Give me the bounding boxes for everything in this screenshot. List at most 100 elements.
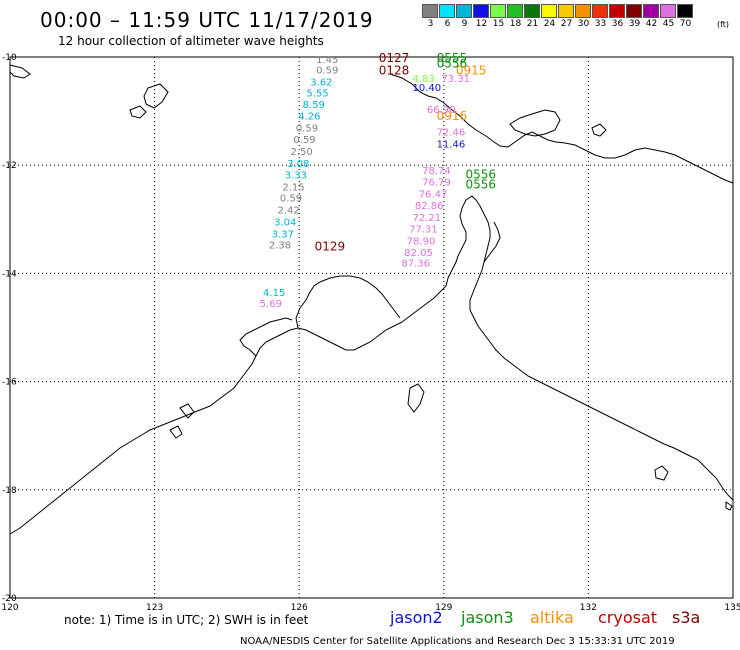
wave-height-value: 3.33 bbox=[285, 170, 307, 181]
wave-height-value: 1.45 bbox=[316, 55, 338, 66]
satellite-altika: altika bbox=[530, 608, 574, 627]
wave-height-value: 10.40 bbox=[412, 83, 441, 94]
legend-bin: 21 bbox=[524, 4, 541, 30]
legend-swatch bbox=[490, 4, 506, 18]
lon-tick-label: 126 bbox=[291, 603, 308, 613]
legend-bin: 15 bbox=[490, 4, 507, 30]
legend-swatch bbox=[439, 4, 455, 18]
legend-label: 36 bbox=[611, 19, 624, 29]
wave-height-value: 4.26 bbox=[298, 111, 320, 122]
wave-height-value: 87.36 bbox=[401, 259, 430, 270]
legend-swatch bbox=[575, 4, 591, 18]
legend-label: 6 bbox=[444, 19, 451, 29]
coastline-western-bays bbox=[239, 317, 293, 357]
legend-bin: 39 bbox=[626, 4, 643, 30]
coastline-timor bbox=[389, 73, 734, 184]
legend-bin: 27 bbox=[558, 4, 575, 30]
lat-tick-label: -20 bbox=[2, 594, 17, 604]
legend-label: 30 bbox=[577, 19, 590, 29]
wave-height-value: 72.21 bbox=[412, 213, 441, 224]
wave-height-value: 73.31 bbox=[441, 74, 470, 85]
legend-swatch bbox=[456, 4, 472, 18]
satellite-cryosat: cryosat bbox=[598, 608, 658, 627]
coastline-australia bbox=[9, 195, 734, 535]
legend-label: 3 bbox=[427, 19, 434, 29]
legend-bin: 3 bbox=[422, 4, 439, 30]
legend-bin: 70 bbox=[677, 4, 694, 30]
legend-label: 27 bbox=[560, 19, 573, 29]
wave-height-labels: 1.450.593.625.558.594.260.590.592.503.08… bbox=[260, 51, 496, 310]
wave-height-value: 4.83 bbox=[412, 74, 434, 85]
legend-label: 15 bbox=[492, 19, 505, 29]
pass-time-label: 0556 bbox=[465, 178, 496, 192]
pass-time-label: 0915 bbox=[456, 64, 487, 78]
legend-label: 39 bbox=[628, 19, 641, 29]
lon-tick-label: 135 bbox=[724, 603, 740, 613]
legend-label: 24 bbox=[543, 19, 556, 29]
legend-swatch bbox=[609, 4, 625, 18]
coastline-kimberley-bays bbox=[295, 275, 401, 329]
wave-height-value: 76.79 bbox=[422, 177, 451, 188]
wave-height-value: 3.37 bbox=[272, 229, 294, 240]
legend-label: 70 bbox=[679, 19, 692, 29]
wave-height-value: 3.08 bbox=[287, 159, 309, 170]
pass-time-label: 0556 bbox=[465, 167, 496, 181]
legend-label: 9 bbox=[461, 19, 468, 29]
map-title: 00:00 – 11:59 UTC 11/17/2019 bbox=[40, 8, 374, 32]
lat-tick-label: -18 bbox=[2, 486, 17, 496]
pass-time-label: 0555 bbox=[437, 51, 468, 65]
legend-label: 12 bbox=[475, 19, 488, 29]
legend-bin: 9 bbox=[456, 4, 473, 30]
legend-bin: 42 bbox=[643, 4, 660, 30]
lat-tick-label: -16 bbox=[2, 378, 17, 388]
legend-swatch bbox=[507, 4, 523, 18]
legend-swatch bbox=[524, 4, 540, 18]
legend-swatch bbox=[422, 4, 438, 18]
satellite-jason2: jason2 bbox=[390, 608, 443, 627]
wave-height-value: 76.47 bbox=[419, 189, 448, 200]
color-legend: 3 6 9 12 15 18 21 24 27 30 33 36 39 42 45 70 bbox=[422, 4, 694, 30]
wave-height-value: 11.46 bbox=[437, 140, 466, 151]
wave-height-value: 2.15 bbox=[282, 182, 304, 193]
pass-time-label: 0127 bbox=[379, 51, 410, 65]
footer-credit: NOAA/NESDIS Center for Satellite Applica… bbox=[240, 636, 675, 647]
wave-height-value: 8.59 bbox=[303, 100, 325, 111]
legend-bin: 12 bbox=[473, 4, 490, 30]
legend-swatch bbox=[473, 4, 489, 18]
lat-tick-label: -10 bbox=[2, 53, 17, 63]
legend-bin: 30 bbox=[575, 4, 592, 30]
pass-time-label: 0129 bbox=[315, 239, 346, 253]
satellite-s3a: s3a bbox=[672, 608, 701, 627]
wave-height-value: 78.74 bbox=[422, 166, 451, 177]
coastline-rote-island bbox=[129, 83, 169, 119]
legend-label: 42 bbox=[645, 19, 658, 29]
legend-label: 18 bbox=[509, 19, 522, 29]
wave-height-value: 82.86 bbox=[415, 201, 444, 212]
coastline-small-island-east bbox=[654, 465, 669, 481]
coastline-small-island-west bbox=[9, 64, 31, 79]
legend-label: 33 bbox=[594, 19, 607, 29]
wave-height-value: 3.62 bbox=[310, 77, 332, 88]
coastline-kimberley-islands bbox=[169, 383, 425, 439]
coastline-bonaparte-gulf bbox=[483, 221, 501, 263]
legend-bin: 45 bbox=[660, 4, 677, 30]
lat-lon-grid bbox=[10, 57, 733, 598]
wave-height-value: 2.42 bbox=[278, 206, 300, 217]
legend-swatch bbox=[677, 4, 693, 18]
legend-unit: (ft) bbox=[717, 20, 730, 29]
wave-height-value: 66.90 bbox=[427, 105, 456, 116]
legend-label: 21 bbox=[526, 19, 539, 29]
legend-swatch bbox=[541, 4, 557, 18]
wave-height-value: 0.59 bbox=[316, 65, 338, 76]
wave-height-value: 82.05 bbox=[404, 248, 433, 259]
wave-height-value: 0.59 bbox=[293, 135, 315, 146]
legend-bin: 33 bbox=[592, 4, 609, 30]
pass-time-label: 0916 bbox=[437, 109, 468, 123]
map-frame bbox=[9, 56, 734, 599]
legend-label: 45 bbox=[662, 19, 675, 29]
legend-bin: 18 bbox=[507, 4, 524, 30]
lat-tick-label: -14 bbox=[2, 269, 17, 279]
wave-height-value: 2.38 bbox=[269, 241, 291, 252]
legend-swatch bbox=[643, 4, 659, 18]
